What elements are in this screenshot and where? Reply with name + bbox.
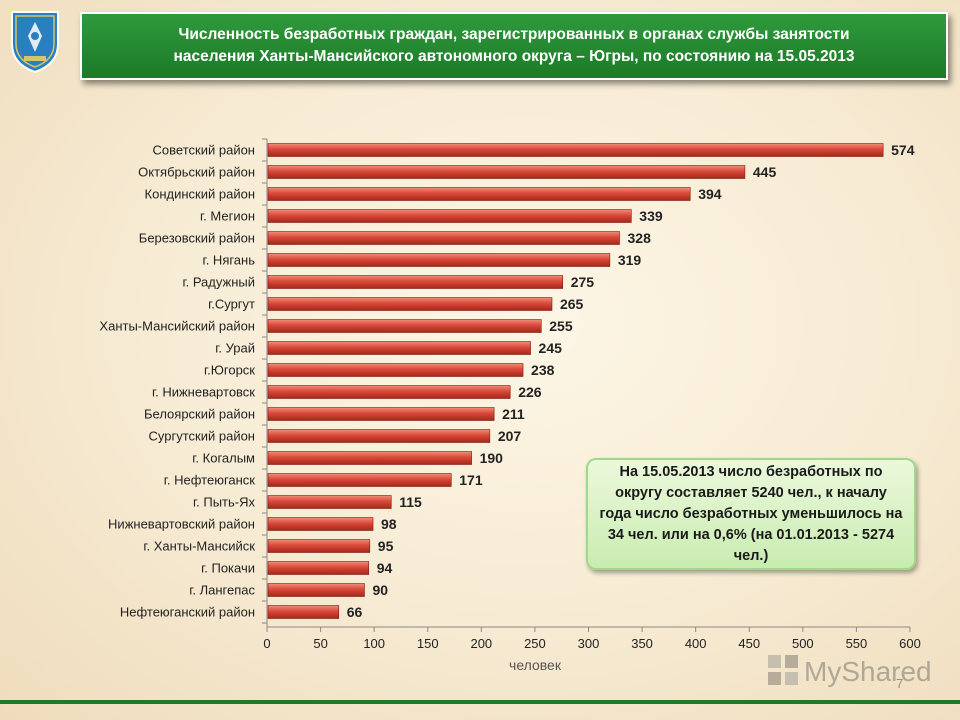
bar <box>267 231 620 245</box>
x-tick-label: 550 <box>846 636 868 651</box>
x-tick-label: 250 <box>524 636 546 651</box>
bar-value-label: 90 <box>372 582 388 598</box>
x-tick-label: 300 <box>578 636 600 651</box>
category-label: Березовский район <box>139 231 255 246</box>
bar <box>267 253 611 267</box>
x-tick-label: 150 <box>417 636 439 651</box>
axis-layer: Советский район Октябрьский район Кондинск… <box>99 138 921 651</box>
x-tick-label: 50 <box>313 636 327 651</box>
bar-value-label: 394 <box>698 186 722 202</box>
category-label: Кондинский район <box>145 187 255 202</box>
category-label: г. Пыть-Ях <box>193 495 256 510</box>
bar <box>267 473 452 487</box>
bar <box>267 583 365 597</box>
bar-value-label: 95 <box>378 538 394 554</box>
bar-value-label: 339 <box>639 208 663 224</box>
category-label: г. Мегион <box>200 209 255 224</box>
bar-value-label: 238 <box>531 362 555 378</box>
bar <box>267 539 371 553</box>
x-tick-label: 400 <box>685 636 707 651</box>
category-label: г. Радужный <box>182 275 255 290</box>
bar-value-label: 171 <box>459 472 483 488</box>
page-title: Численность безработных граждан, зарегис… <box>80 12 948 80</box>
x-tick-label: 500 <box>792 636 814 651</box>
bottom-divider <box>0 700 960 704</box>
bar <box>267 517 374 531</box>
watermark-text: MyShared <box>804 656 932 687</box>
category-label: Октябрьский район <box>138 165 255 180</box>
category-label: Сургутский район <box>149 429 255 444</box>
bar <box>267 297 553 311</box>
bars-layer: 574 445 394 339 328 319 275 265 255 245 238 226 211 2… <box>267 142 915 620</box>
title-line-1: Численность безработных граждан, зарегис… <box>178 26 850 43</box>
bar <box>267 451 472 465</box>
bar <box>267 319 542 333</box>
bar-value-label: 115 <box>399 494 422 510</box>
bar-value-label: 245 <box>539 340 563 356</box>
info-box: На 15.05.2013 число безработных по округ… <box>586 458 916 570</box>
x-tick-label: 200 <box>470 636 492 651</box>
bar-value-label: 275 <box>571 274 595 290</box>
bar <box>267 209 632 223</box>
category-label: Ханты-Мансийский район <box>99 319 255 334</box>
category-label: Нижневартовский район <box>108 517 255 532</box>
info-box-text: На 15.05.2013 число безработных по округ… <box>599 463 903 564</box>
category-label: Советский район <box>153 143 255 158</box>
x-axis-label: человек <box>509 657 562 673</box>
bar <box>267 495 392 509</box>
bar-value-label: 226 <box>518 384 542 400</box>
bar-value-label: 66 <box>347 604 363 620</box>
category-label: г. Лангепас <box>189 583 255 598</box>
x-tick-label: 450 <box>738 636 760 651</box>
bar <box>267 407 495 421</box>
watermark-logo-icon <box>766 653 800 692</box>
watermark: MyShared <box>766 654 932 690</box>
category-label: г. Покачи <box>201 561 255 576</box>
bar-value-label: 98 <box>381 516 397 532</box>
bar <box>267 143 884 157</box>
bar <box>267 605 340 619</box>
category-label: г.Сургут <box>208 297 255 312</box>
category-label: г. Нягань <box>203 253 256 268</box>
category-label: г. Урай <box>215 341 255 356</box>
bar <box>267 429 491 443</box>
coat-of-arms-icon <box>6 6 64 76</box>
title-line-2: населения Ханты-Мансийского автономного … <box>173 48 855 65</box>
bar-value-label: 94 <box>377 560 393 576</box>
category-label: г. Нефтеюганск <box>164 473 256 488</box>
bar-value-label: 255 <box>549 318 573 334</box>
x-tick-label: 100 <box>363 636 385 651</box>
category-label: г. Ханты-Мансийск <box>143 539 255 554</box>
bar-value-label: 265 <box>560 296 584 312</box>
x-tick-label: 0 <box>263 636 270 651</box>
bar <box>267 341 531 355</box>
page-number: 7 <box>896 676 904 691</box>
bar-value-label: 319 <box>618 252 642 268</box>
bar <box>267 385 511 399</box>
x-tick-label: 600 <box>899 636 921 651</box>
bar-value-label: 207 <box>498 428 522 444</box>
category-label: Нефтеюганский район <box>120 605 255 620</box>
bar <box>267 165 746 179</box>
category-label: Белоярский район <box>144 407 255 422</box>
x-tick-label: 350 <box>631 636 653 651</box>
bar-value-label: 574 <box>891 142 915 158</box>
bar-value-label: 328 <box>628 230 652 246</box>
bar <box>267 275 564 289</box>
bar <box>267 187 691 201</box>
category-label: г. Когалым <box>192 451 255 466</box>
bar-value-label: 190 <box>480 450 504 466</box>
bar-value-label: 211 <box>502 406 525 422</box>
bar <box>267 363 524 377</box>
category-label: г. Нижневартовск <box>152 385 255 400</box>
bar <box>267 561 370 575</box>
category-label: г.Югорск <box>204 363 255 378</box>
bar-value-label: 445 <box>753 164 777 180</box>
